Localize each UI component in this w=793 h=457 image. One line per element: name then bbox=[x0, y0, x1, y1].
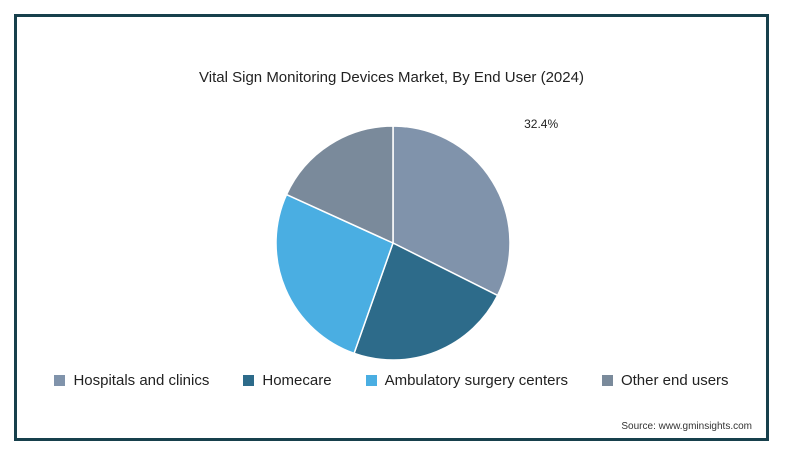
legend: Hospitals and clinics Homecare Ambulatory … bbox=[17, 372, 766, 389]
legend-label: Hospitals and clinics bbox=[73, 372, 210, 389]
legend-swatch bbox=[243, 375, 255, 386]
legend-label: Homecare bbox=[262, 372, 332, 389]
source-note: Source: www.gminsights.com bbox=[621, 421, 752, 432]
slice-data-label: 32.4% bbox=[524, 117, 558, 131]
chart-title: Vital Sign Monitoring Devices Market, By… bbox=[199, 69, 584, 86]
chart-frame: Vital Sign Monitoring Devices Market, By… bbox=[14, 14, 769, 441]
legend-swatch bbox=[601, 375, 613, 386]
pie-slice-hospitals-and-clinics bbox=[392, 125, 511, 297]
legend-item: Hospitals and clinics bbox=[54, 372, 209, 389]
pie-slice-other-end-users bbox=[285, 125, 394, 245]
legend-label: Other end users bbox=[620, 372, 729, 389]
legend-item: Ambulatory surgery centers bbox=[365, 372, 568, 389]
pie-chart: 32.4% bbox=[275, 117, 558, 361]
pie-slice-ambulatory-surgery-centers bbox=[275, 193, 394, 355]
legend-swatch bbox=[365, 375, 377, 386]
legend-swatch bbox=[54, 375, 66, 386]
pie-slice-homecare bbox=[353, 241, 499, 361]
legend-item: Other end users bbox=[601, 372, 729, 389]
legend-item: Homecare bbox=[243, 372, 332, 389]
legend-label: Ambulatory surgery centers bbox=[384, 372, 568, 389]
